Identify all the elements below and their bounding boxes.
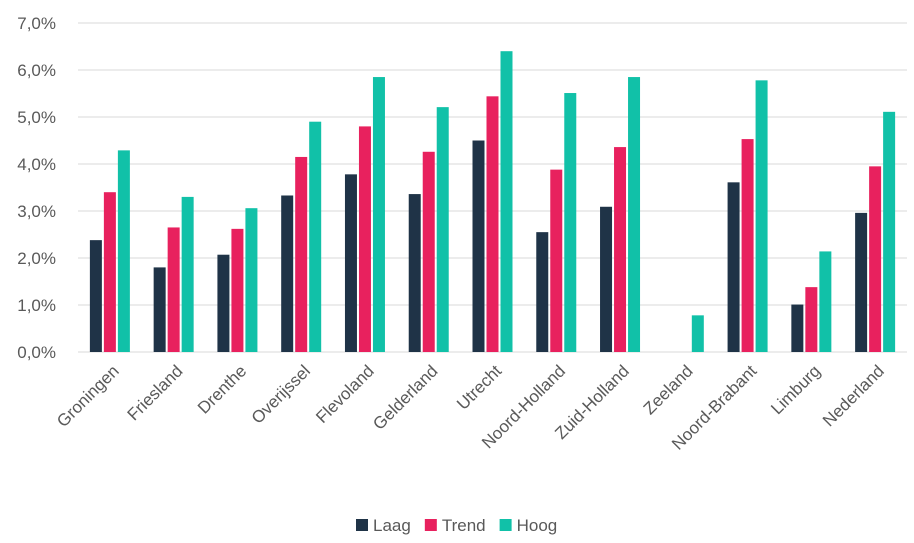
bar-hoog-drenthe xyxy=(245,208,258,352)
legend-label: Hoog xyxy=(517,516,558,535)
bar-hoog-groningen xyxy=(117,150,130,352)
bar-trend-flevoland xyxy=(358,126,371,353)
bar-laag-groningen xyxy=(89,240,102,352)
bar-hoog-noord-holland xyxy=(564,93,577,352)
bar-laag-utrecht xyxy=(472,140,485,352)
x-category-label: Drenthe xyxy=(194,361,250,417)
bar-laag-noord-holland xyxy=(536,232,549,352)
bar-laag-friesland xyxy=(153,267,166,352)
bar-laag-nederland xyxy=(855,212,868,352)
x-category-label: Flevoland xyxy=(312,361,378,427)
bar-trend-noord-brabant xyxy=(741,139,754,352)
x-axis-labels: Groningen Friesland DrentheOverijsselFlevo… xyxy=(53,361,888,453)
x-category-label: Friesland xyxy=(124,361,187,424)
legend-swatch-laag xyxy=(356,519,368,531)
y-tick-label: 3,0% xyxy=(17,202,56,221)
bar-hoog-flevoland xyxy=(372,77,385,353)
bar-trend-groningen xyxy=(103,192,116,352)
bar-hoog-limburg xyxy=(819,251,832,352)
bar-hoog-friesland xyxy=(181,196,194,352)
x-category-label: Gelderland xyxy=(369,361,441,433)
bar-trend-nederland xyxy=(869,166,882,352)
bar-hoog-nederland xyxy=(883,111,896,352)
bar-trend-noord-holland xyxy=(550,169,563,352)
x-category-label: Nederland xyxy=(819,361,888,430)
bar-laag-zuid-holland xyxy=(600,206,613,352)
y-tick-label: 0,0% xyxy=(17,343,56,362)
y-tick-label: 6,0% xyxy=(17,61,56,80)
bar-laag-drenthe xyxy=(217,254,230,352)
legend-label: Laag xyxy=(373,516,411,535)
y-axis-ticks: 0,0% 1,0% 2,0% 3,0% 4,0% 5,0% 6,0% 7,0% xyxy=(17,14,56,362)
bar-trend-zuid-holland xyxy=(614,147,627,352)
legend-label: Trend xyxy=(442,516,486,535)
y-tick-label: 4,0% xyxy=(17,155,56,174)
bar-trend-drenthe xyxy=(231,228,244,352)
bar-laag-limburg xyxy=(791,304,804,352)
bar-hoog-noord-brabant xyxy=(755,80,768,352)
legend: Laag Trend Hoog xyxy=(356,516,557,535)
y-tick-label: 7,0% xyxy=(17,14,56,33)
x-category-label: Overijssel xyxy=(248,361,314,427)
legend-swatch-trend xyxy=(424,519,437,531)
bar-hoog-zuid-holland xyxy=(628,77,641,353)
bar-trend-friesland xyxy=(167,227,180,352)
bar-laag-flevoland xyxy=(344,174,357,352)
x-category-label: Zeeland xyxy=(640,361,697,418)
bar-hoog-utrecht xyxy=(500,51,513,352)
y-tick-label: 5,0% xyxy=(17,108,56,127)
bar-laag-noord-brabant xyxy=(727,182,740,352)
y-tick-label: 1,0% xyxy=(17,296,56,315)
bar-trend-overijssel xyxy=(295,156,308,352)
bar-hoog-gelderland xyxy=(436,107,449,352)
bar-hoog-zeeland xyxy=(691,315,704,352)
bars xyxy=(89,51,896,353)
legend-swatch-hoog xyxy=(499,519,512,531)
bar-trend-gelderland xyxy=(422,151,435,352)
x-category-label: Groningen xyxy=(53,361,123,431)
bar-laag-gelderland xyxy=(408,194,421,352)
bar-trend-utrecht xyxy=(486,96,499,352)
y-tick-label: 2,0% xyxy=(17,249,56,268)
bar-trend-limburg xyxy=(805,287,818,352)
x-category-label: Utrecht xyxy=(453,361,505,413)
x-category-label: Limburg xyxy=(767,361,824,418)
bar-laag-overijssel xyxy=(281,195,294,352)
bar-hoog-overijssel xyxy=(309,121,322,352)
